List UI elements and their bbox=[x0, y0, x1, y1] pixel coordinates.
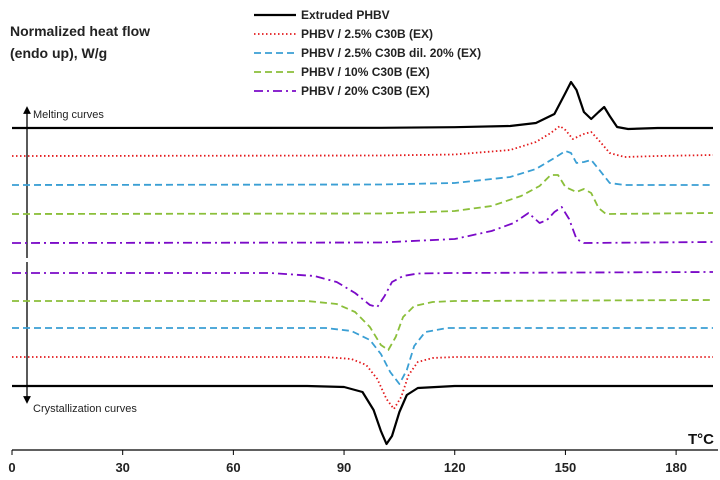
crystallization-curve-series-3 bbox=[12, 327, 713, 385]
legend-label-4: PHBV / 10% C30B (EX) bbox=[301, 65, 430, 79]
x-tick-label: 120 bbox=[444, 460, 466, 475]
legend-label-5: PHBV / 20% C30B (EX) bbox=[301, 84, 430, 98]
y-axis-label: Normalized heat flow (endo up), W/g bbox=[10, 23, 150, 61]
legend-label-2: PHBV / 2.5% C30B (EX) bbox=[301, 27, 433, 41]
x-tick-label: 180 bbox=[665, 460, 687, 475]
x-axis-ticks: 0 30 60 90 120 150 180 bbox=[8, 450, 687, 475]
x-tick-label: 30 bbox=[115, 460, 129, 475]
melting-curve-series-5 bbox=[11, 206, 714, 244]
melting-curve-series-2 bbox=[11, 125, 714, 158]
melting-curve-series-4 bbox=[11, 174, 714, 215]
x-tick-label: 0 bbox=[8, 460, 15, 475]
x-tick-label: 150 bbox=[555, 460, 577, 475]
x-axis-unit-label: T°C bbox=[688, 431, 714, 448]
crystallization-curve-series-2 bbox=[12, 356, 713, 410]
y-axis-label-line1: Normalized heat flow bbox=[10, 23, 150, 39]
crystallization-curve-series-4 bbox=[12, 299, 714, 351]
curves-layer bbox=[11, 80, 714, 446]
crystallization-curve-series-1 bbox=[12, 384, 713, 446]
y-axis-label-line2: (endo up), W/g bbox=[10, 45, 107, 61]
legend-label-3: PHBV / 2.5% C30B dil. 20% (EX) bbox=[301, 46, 481, 60]
melting-curve-series-3 bbox=[11, 150, 713, 186]
crystallization-curves-label: Crystallization curves bbox=[33, 403, 137, 415]
legend-label-1: Extruded PHBV bbox=[301, 8, 390, 22]
melting-curves-label: Melting curves bbox=[33, 109, 104, 121]
x-tick-label: 60 bbox=[226, 460, 240, 475]
x-tick-label: 90 bbox=[337, 460, 351, 475]
legend: Extruded PHBV PHBV / 2.5% C30B (EX) PHBV /… bbox=[254, 8, 481, 98]
melting-curve-series-1 bbox=[11, 80, 713, 131]
